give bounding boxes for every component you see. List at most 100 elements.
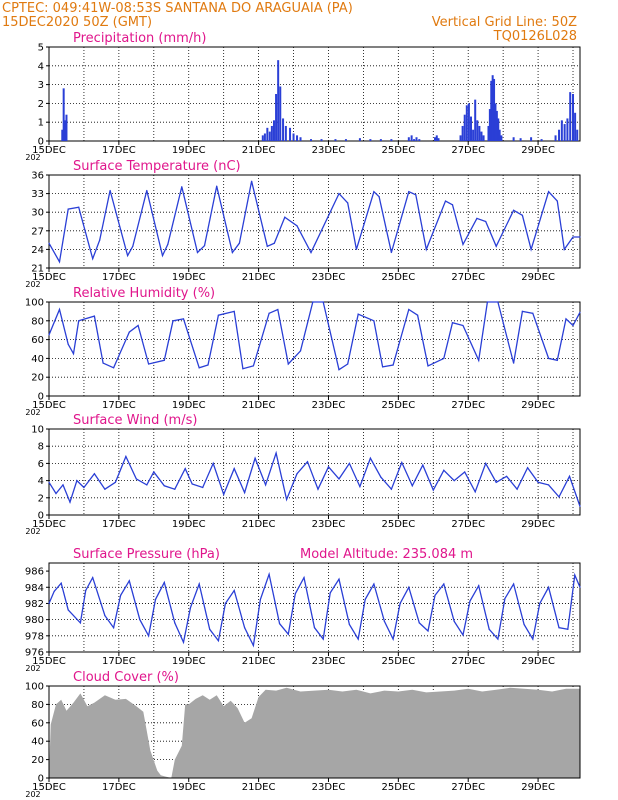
data-point — [268, 312, 270, 314]
data-point — [338, 369, 340, 371]
x-tick-label: 15DEC — [32, 519, 66, 530]
y-tick-label: 60 — [31, 718, 44, 729]
data-point — [547, 191, 550, 193]
precip-bar — [413, 139, 416, 141]
precip-bar — [277, 60, 280, 141]
data-point — [252, 365, 254, 367]
data-point — [182, 318, 185, 320]
precip-bar — [334, 139, 337, 141]
x-tick-label: 21DEC — [242, 656, 276, 667]
data-point — [99, 239, 101, 241]
data-point — [174, 622, 176, 624]
data-point — [485, 220, 487, 223]
data-point — [378, 196, 380, 198]
data-point — [172, 320, 174, 322]
plot-frame — [48, 562, 581, 653]
x-tick-label: 29DEC — [521, 400, 555, 411]
x-tick-label: 15DEC — [32, 145, 66, 156]
data-point — [163, 581, 165, 584]
data-point — [244, 492, 246, 494]
data-point — [373, 191, 375, 193]
header-run-date: 15DEC2020 50Z (GMT) — [2, 15, 152, 30]
x-tick-label: 29DEC — [521, 145, 555, 156]
y-tick-label: 0 — [38, 392, 44, 403]
y-tick-label: 4 — [38, 476, 44, 487]
y-tick-label: 3 — [38, 80, 44, 91]
precip-bar — [472, 129, 475, 141]
precip-bar — [284, 125, 287, 141]
data-point — [277, 308, 279, 311]
precip-bar — [498, 129, 501, 141]
panel-5: 976 978 980 982 984 986 15DEC 17DEC 19DEC 21DEC 23… — [25, 547, 581, 673]
y-tick-label: 20 — [31, 755, 44, 766]
data-point — [198, 367, 200, 369]
precip-bar — [493, 78, 496, 141]
panel-title: Surface Wind (m/s) — [73, 413, 197, 428]
year-label: 202 — [25, 153, 40, 162]
x-tick-label: 23DEC — [312, 400, 346, 411]
precip-bar — [465, 105, 468, 141]
data-point — [224, 602, 227, 605]
data-point — [278, 623, 281, 625]
data-point — [67, 208, 69, 210]
data-point — [125, 455, 127, 458]
data-point — [443, 469, 445, 471]
data-point — [184, 467, 186, 470]
series-line — [48, 181, 580, 264]
x-tick-label: 21DEC — [242, 272, 276, 283]
data-point — [526, 467, 529, 469]
data-point — [287, 363, 289, 365]
precip-bar — [390, 139, 393, 141]
x-tick-label: 17DEC — [102, 145, 136, 156]
y-tick-label: 1 — [38, 118, 44, 129]
plot-frame — [48, 46, 581, 142]
plot-frame — [48, 301, 581, 397]
data-point — [251, 180, 253, 182]
data-point — [113, 367, 115, 369]
y-tick-label: 36 — [31, 171, 44, 182]
year-label: 202 — [25, 527, 40, 536]
data-point — [109, 189, 111, 192]
data-point — [558, 627, 560, 629]
data-point — [462, 324, 464, 327]
data-point — [558, 496, 560, 498]
data-point — [453, 620, 455, 622]
data-point — [476, 217, 478, 219]
precip-bar — [500, 135, 503, 141]
data-point — [497, 301, 499, 303]
data-point — [523, 623, 525, 626]
panel-3: 0 20 40 60 80 100 15DEC 17DEC 19DEC 21DEC 23DEC 25D… — [25, 286, 581, 417]
data-point — [338, 478, 340, 480]
data-point — [338, 193, 340, 195]
data-point — [223, 493, 225, 495]
data-point — [128, 331, 130, 333]
panel-title: Precipitation (mm/h) — [73, 31, 206, 46]
data-point — [373, 583, 375, 585]
data-point — [163, 485, 165, 487]
data-point — [399, 602, 401, 605]
precip-bar — [554, 135, 557, 141]
data-point — [62, 484, 64, 486]
panel-title: Surface Pressure (hPa) — [73, 547, 220, 562]
data-point — [48, 334, 50, 336]
data-point — [78, 206, 80, 208]
data-point — [58, 261, 61, 263]
data-point — [296, 225, 298, 227]
precip-bar — [261, 135, 264, 141]
precip-bar — [488, 109, 491, 141]
x-tick-label: 17DEC — [102, 782, 136, 793]
x-tick-label: 27DEC — [451, 272, 485, 283]
data-point — [383, 620, 385, 622]
data-point — [521, 310, 523, 312]
precip-bar — [344, 139, 347, 141]
data-point — [532, 312, 534, 314]
data-point — [196, 251, 199, 254]
panel-6: 0 20 40 60 80 100 15DEC 17DEC 19DEC 21DEC 23DEC 25D… — [25, 670, 581, 799]
data-point — [181, 186, 183, 188]
data-point — [259, 598, 261, 601]
data-point — [104, 488, 106, 490]
precip-bar — [272, 120, 275, 141]
y-tick-label: 4 — [38, 61, 44, 72]
data-point — [451, 204, 454, 206]
data-point — [161, 255, 164, 257]
